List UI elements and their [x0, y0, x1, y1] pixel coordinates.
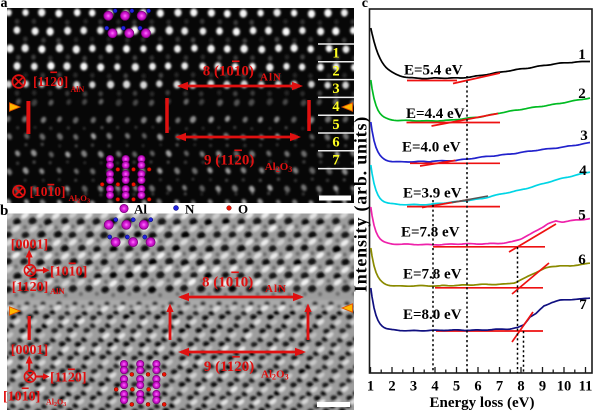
svg-text:[1120]: [1120] — [33, 74, 68, 89]
svg-text:E=7.8 eV: E=7.8 eV — [401, 225, 460, 241]
svg-text:Al2O3: Al2O3 — [69, 193, 91, 205]
svg-text:Al2O3: Al2O3 — [261, 369, 289, 382]
svg-text:[1010]: [1010] — [3, 390, 40, 405]
svg-text:1: 1 — [578, 47, 586, 63]
svg-text:a: a — [1, 0, 8, 11]
svg-text:9 (1120): 9 (1120) — [204, 359, 254, 375]
svg-text:Al2O3: Al2O3 — [46, 398, 66, 408]
svg-text:5: 5 — [332, 117, 339, 133]
svg-text:9: 9 — [539, 379, 546, 395]
svg-text:8 (1010): 8 (1010) — [202, 275, 253, 291]
svg-text:4: 4 — [579, 163, 587, 179]
svg-text:5: 5 — [453, 379, 460, 395]
svg-text:Al: Al — [134, 202, 147, 217]
svg-text:11: 11 — [579, 379, 593, 395]
svg-text:Energy loss (eV): Energy loss (eV) — [430, 395, 535, 411]
svg-text:6: 6 — [474, 379, 481, 395]
svg-text:N: N — [185, 202, 195, 217]
svg-text:7: 7 — [332, 152, 339, 168]
svg-text:1: 1 — [332, 46, 339, 62]
svg-text:AlN: AlN — [50, 286, 66, 296]
svg-text:1: 1 — [367, 379, 374, 395]
svg-text:3: 3 — [410, 379, 417, 395]
svg-text:8: 8 — [517, 379, 524, 395]
svg-text:4: 4 — [431, 379, 438, 395]
svg-text:AlN: AlN — [265, 283, 287, 295]
svg-text:AlN: AlN — [260, 72, 282, 84]
svg-text:AlN: AlN — [71, 85, 85, 94]
svg-text:7: 7 — [496, 379, 503, 395]
svg-text:9 (1120): 9 (1120) — [204, 153, 254, 169]
svg-text:[1010]: [1010] — [30, 184, 66, 199]
svg-text:b: b — [0, 203, 8, 219]
svg-text:2: 2 — [388, 379, 395, 395]
svg-text:2: 2 — [578, 86, 586, 102]
svg-text:Al2O3: Al2O3 — [265, 161, 293, 174]
svg-text:3: 3 — [580, 128, 588, 144]
svg-text:[1120]: [1120] — [12, 280, 49, 295]
svg-text:2: 2 — [332, 63, 339, 79]
svg-text:[0001]: [0001] — [11, 343, 48, 358]
svg-text:7: 7 — [579, 297, 587, 313]
svg-text:[1010]: [1010] — [50, 264, 87, 279]
svg-text:3: 3 — [332, 81, 339, 97]
svg-text:E=4.4 eV: E=4.4 eV — [406, 106, 465, 122]
svg-text:6: 6 — [578, 252, 586, 268]
svg-text:10: 10 — [557, 379, 572, 395]
svg-text:c: c — [362, 0, 368, 11]
svg-text:E=5.4 eV: E=5.4 eV — [404, 63, 463, 79]
svg-text:E=3.9 eV: E=3.9 eV — [403, 186, 462, 202]
svg-text:4: 4 — [332, 99, 339, 115]
svg-text:8 (1010): 8 (1010) — [203, 64, 254, 80]
svg-text:[0001]: [0001] — [11, 238, 48, 253]
svg-text:O: O — [238, 202, 248, 217]
svg-text:E=8.0 eV: E=8.0 eV — [403, 307, 462, 323]
svg-text:[1120]: [1120] — [50, 371, 87, 386]
svg-text:5: 5 — [578, 208, 586, 224]
svg-text:6: 6 — [332, 135, 339, 151]
svg-text:E=7.8 eV: E=7.8 eV — [403, 267, 462, 283]
svg-text:E=4.0 eV: E=4.0 eV — [402, 140, 461, 156]
svg-text:Intensity (arb. units): Intensity (arb. units) — [351, 116, 372, 292]
